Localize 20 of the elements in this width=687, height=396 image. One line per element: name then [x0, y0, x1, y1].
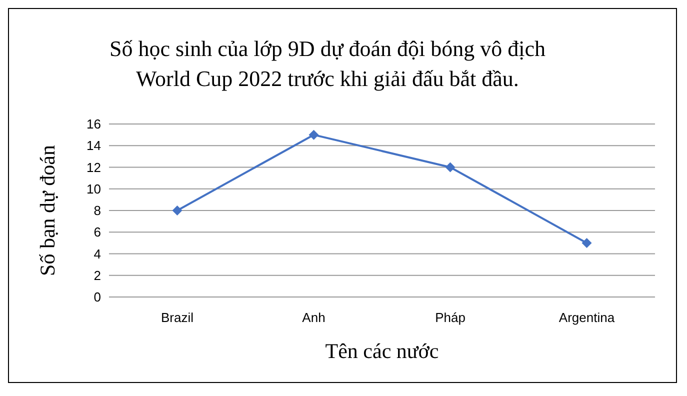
y-tick-label: 0	[94, 290, 101, 305]
y-tick-label: 14	[86, 138, 101, 154]
y-tick-label: 6	[94, 224, 101, 240]
y-tick-label: 2	[94, 268, 101, 283]
x-tick-label: Pháp	[435, 310, 466, 326]
y-tick-label: 10	[86, 181, 101, 196]
y-tick-label: 16	[86, 116, 101, 132]
chart-title: Số học sinh của lớp 9D dự đoán đội bóng vô địch World Cup 2022 trước khi giải đấu bắt đầu.	[109, 35, 546, 93]
x-axis-title: Tên các nước	[325, 339, 439, 363]
x-tick-label: Brazil	[160, 310, 194, 326]
x-tick-label: Anh	[302, 310, 326, 326]
x-tick-label: Argentina	[558, 310, 616, 326]
point	[445, 162, 456, 172]
y-tick-label: 12	[86, 160, 101, 175]
point	[172, 206, 182, 216]
y-tick-label: 8	[94, 203, 101, 218]
point	[308, 130, 319, 140]
y-tick-label: 4	[94, 246, 101, 262]
y-axis-title: Số bạn dự đoán	[35, 144, 60, 276]
point	[582, 238, 592, 248]
